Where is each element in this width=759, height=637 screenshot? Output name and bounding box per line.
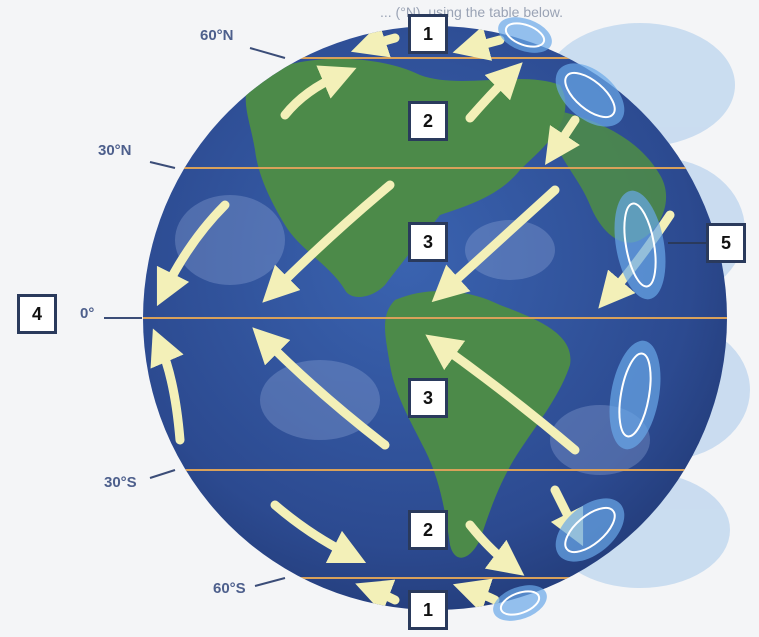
box-cells: 5 xyxy=(706,223,746,263)
label-equator: 0° xyxy=(80,305,95,322)
cell-hadley-south xyxy=(609,340,661,450)
arrow-polar-north-1 xyxy=(350,26,400,58)
label-30s: 30°S xyxy=(104,474,137,491)
arrow-westerly-south-1 xyxy=(270,500,367,564)
box-trades-south: 3 xyxy=(408,378,448,418)
arrow-westerly-north-2 xyxy=(465,62,523,123)
arrow-polar-south-1 xyxy=(355,579,400,610)
arrow-cell-north xyxy=(545,115,580,165)
arrow-polar-south-2 xyxy=(452,578,500,610)
arrow-trade-north-2 xyxy=(262,180,395,303)
cell-ferrel-south xyxy=(555,498,625,562)
box-westerlies-south: 2 xyxy=(408,510,448,550)
box-westerlies-north: 2 xyxy=(408,101,448,141)
box-polar-north: 1 xyxy=(408,14,448,54)
arrow-trade-south-3 xyxy=(425,334,580,455)
arrow-polar-north-2 xyxy=(452,26,505,61)
box-equator: 4 xyxy=(17,294,57,334)
arrow-trade-south-1 xyxy=(150,328,185,445)
label-30n: 30°N xyxy=(98,142,132,159)
arrow-westerly-south-2 xyxy=(465,520,525,576)
circulation-cells xyxy=(493,17,666,621)
arrow-trade-south-2 xyxy=(252,327,390,450)
label-60s: 60°S xyxy=(213,580,246,597)
box-trades-north: 3 xyxy=(408,222,448,262)
cell-polar-south xyxy=(493,585,547,621)
arrow-trade-north-1 xyxy=(156,200,230,307)
latitude-leaders xyxy=(104,47,286,587)
cell-ferrel-north xyxy=(555,63,625,127)
label-60n: 60°N xyxy=(200,27,234,44)
cell-polar-north xyxy=(498,17,552,53)
box-polar-south: 1 xyxy=(408,590,448,630)
arrow-westerly-north-1 xyxy=(280,65,357,120)
wind-arrows xyxy=(150,26,675,610)
cell-hadley-north xyxy=(614,190,666,300)
arrow-trade-north-3 xyxy=(431,185,560,303)
